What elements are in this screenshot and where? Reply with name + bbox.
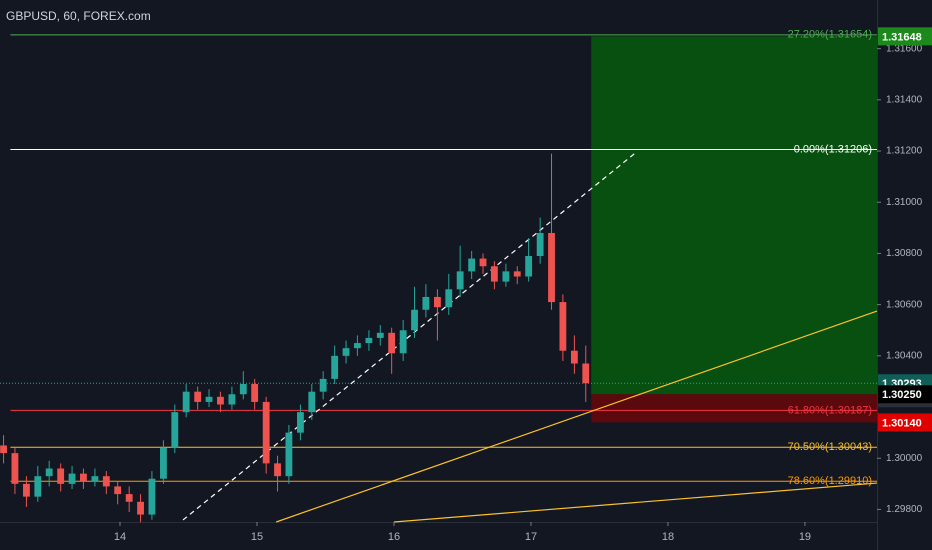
candle-body (513, 271, 521, 277)
candle-body (171, 412, 179, 449)
candle-body (468, 258, 476, 272)
x-tick-label: 18 (662, 531, 674, 543)
stop-zone (591, 394, 877, 423)
y-tick-label: 1.31000 (886, 197, 923, 208)
candle-body (376, 332, 384, 338)
x-tick-label: 15 (251, 531, 263, 543)
candle-body (331, 355, 339, 379)
fib-label: 78.60%(1.29910) (788, 475, 872, 487)
candle-body (285, 432, 293, 477)
candle-body (80, 473, 87, 482)
x-tick-label: 19 (799, 531, 811, 543)
x-tick-label: 14 (114, 531, 126, 543)
y-tick-label: 1.30400 (886, 350, 923, 361)
candle-body (536, 232, 544, 257)
candle-body (160, 448, 167, 479)
candle-body (297, 412, 304, 433)
candle-body (114, 486, 122, 495)
candle-body (399, 330, 407, 354)
candle-body (456, 271, 464, 290)
candle-body (308, 391, 316, 413)
fib-label: 0.00%(1.31206) (794, 143, 872, 155)
candle-body (102, 476, 110, 487)
candle-body (422, 296, 430, 310)
candle-body (445, 289, 453, 308)
candle-body (217, 396, 224, 405)
candle-body (365, 337, 373, 344)
candle-body (274, 463, 281, 477)
candle-body (433, 296, 441, 308)
candle-body (239, 384, 247, 395)
candle-body (0, 445, 7, 454)
candle-body (353, 343, 361, 349)
fib-label: 61.80%(1.30187) (788, 404, 872, 416)
stop-tag: 1.30140 (882, 417, 922, 429)
y-tick-label: 1.31400 (886, 94, 923, 105)
fib-label: 70.50%(1.30043) (788, 441, 872, 453)
candle-body (91, 476, 99, 482)
target-tag-bg (878, 27, 932, 46)
candle-body (68, 473, 76, 484)
candle-body (194, 391, 202, 402)
candle-body (479, 258, 487, 267)
candle-body (582, 363, 590, 384)
x-tick-label: 17 (525, 531, 537, 543)
y-tick-label: 1.29800 (886, 504, 923, 515)
candle-body (342, 348, 350, 356)
candle-body (11, 453, 19, 484)
candle-body (502, 271, 510, 282)
y-tick-label: 1.30800 (886, 248, 923, 259)
y-tick-label: 1.30000 (886, 453, 923, 464)
candle-body (57, 468, 65, 484)
candle-body (411, 309, 418, 331)
trend-line (182, 151, 637, 521)
chart-title: GBPUSD, 60, FOREX.com (6, 9, 151, 23)
candle-body (125, 494, 133, 502)
x-tick-label: 16 (388, 531, 400, 543)
target-zone (591, 36, 877, 395)
candle-body (228, 394, 236, 405)
entry-tag-bg (878, 385, 932, 404)
trend-line (393, 482, 878, 523)
candle-body (490, 266, 498, 282)
candle-body (23, 483, 30, 497)
candle-body (319, 378, 327, 392)
candle-body (34, 476, 42, 497)
candle-body (205, 396, 213, 402)
candle-body (570, 350, 578, 364)
candle-body (262, 401, 270, 464)
candle-body (45, 468, 53, 477)
trend-line (275, 310, 878, 523)
candle-body (137, 501, 144, 515)
fib-label: 27.20%(1.31654) (788, 29, 872, 41)
y-tick-label: 1.31200 (886, 146, 923, 157)
y-tick-label: 1.31600 (886, 43, 923, 54)
entry-tag: 1.30250 (882, 389, 922, 401)
candle-body (559, 302, 567, 351)
candle-body (388, 332, 396, 354)
candle-body (548, 232, 555, 303)
y-tick-label: 1.30600 (886, 299, 923, 310)
stop-tag-bg (878, 413, 932, 432)
candle-body (148, 478, 156, 515)
candle-body (182, 391, 190, 413)
candle-body (251, 384, 259, 402)
candle-body (525, 256, 533, 277)
target-tag: 1.31648 (882, 31, 922, 43)
